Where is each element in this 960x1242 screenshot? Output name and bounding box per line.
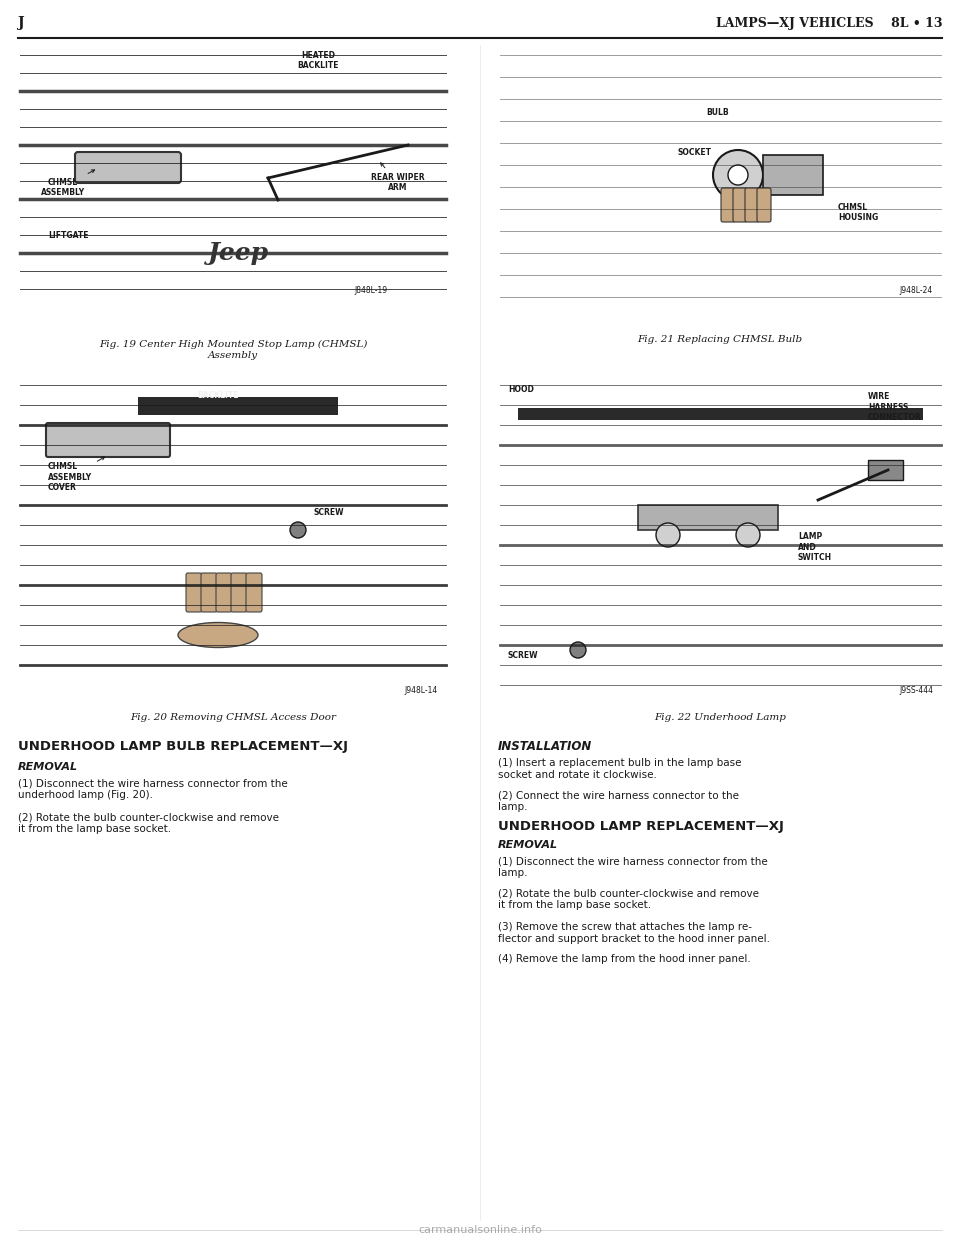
Text: Fig. 19 Center High Mounted Stop Lamp (CHMSL)
Assembly: Fig. 19 Center High Mounted Stop Lamp (C… <box>99 340 367 359</box>
FancyBboxPatch shape <box>216 573 232 612</box>
FancyBboxPatch shape <box>186 573 202 612</box>
FancyBboxPatch shape <box>231 573 247 612</box>
Text: J948L-24: J948L-24 <box>900 286 933 296</box>
Text: CHMSL
ASSEMBLY: CHMSL ASSEMBLY <box>41 170 95 197</box>
Text: (1) Insert a replacement bulb in the lamp base
socket and rotate it clockwise.: (1) Insert a replacement bulb in the lam… <box>498 758 741 780</box>
Text: LIFTGATE: LIFTGATE <box>48 231 88 240</box>
Text: (1) Disconnect the wire harness connector from the
underhood lamp (Fig. 20).: (1) Disconnect the wire harness connecto… <box>18 777 288 800</box>
Text: Fig. 22 Underhood Lamp: Fig. 22 Underhood Lamp <box>654 713 786 722</box>
Text: SOCKET: SOCKET <box>678 148 712 156</box>
FancyBboxPatch shape <box>46 424 170 457</box>
Text: REMOVAL: REMOVAL <box>18 763 78 773</box>
Circle shape <box>656 523 680 546</box>
Text: UNDERHOOD LAMP REPLACEMENT—XJ: UNDERHOOD LAMP REPLACEMENT—XJ <box>498 820 784 833</box>
Circle shape <box>728 165 748 185</box>
Circle shape <box>713 150 763 200</box>
Text: BULB: BULB <box>707 108 730 117</box>
Bar <box>638 505 778 530</box>
Text: REAR WIPER
ARM: REAR WIPER ARM <box>372 163 425 193</box>
Text: (2) Connect the wire harness connector to the
lamp.: (2) Connect the wire harness connector t… <box>498 790 739 811</box>
Text: J: J <box>18 16 25 30</box>
Text: J9SS-444: J9SS-444 <box>899 686 933 696</box>
FancyBboxPatch shape <box>757 188 771 222</box>
Bar <box>868 460 903 479</box>
Text: WIRE
HARNESS
CONNECTOR: WIRE HARNESS CONNECTOR <box>868 392 922 422</box>
Text: J948L-14: J948L-14 <box>405 686 438 696</box>
Text: (3) Remove the screw that attaches the lamp re-
flector and support bracket to t: (3) Remove the screw that attaches the l… <box>498 922 770 944</box>
Text: HOOD: HOOD <box>508 385 534 394</box>
Text: Jeep: Jeep <box>207 241 269 265</box>
Text: HEATED
BACKLITE: HEATED BACKLITE <box>298 51 339 70</box>
Text: (2) Rotate the bulb counter-clockwise and remove
it from the lamp base socket.: (2) Rotate the bulb counter-clockwise an… <box>498 888 759 909</box>
FancyBboxPatch shape <box>75 152 181 183</box>
FancyBboxPatch shape <box>745 188 759 222</box>
Text: BACKLITE: BACKLITE <box>197 391 239 400</box>
Text: Fig. 20 Removing CHMSL Access Door: Fig. 20 Removing CHMSL Access Door <box>130 713 336 722</box>
Text: CHMSL
ASSEMBLY
COVER: CHMSL ASSEMBLY COVER <box>48 457 105 492</box>
FancyBboxPatch shape <box>721 188 735 222</box>
Text: J848L-19: J848L-19 <box>355 286 388 296</box>
Text: (2) Rotate the bulb counter-clockwise and remove
it from the lamp base socket.: (2) Rotate the bulb counter-clockwise an… <box>18 812 279 833</box>
Circle shape <box>290 522 306 538</box>
FancyBboxPatch shape <box>201 573 217 612</box>
Bar <box>518 409 923 420</box>
Text: (1) Disconnect the wire harness connector from the
lamp.: (1) Disconnect the wire harness connecto… <box>498 856 768 878</box>
Bar <box>138 397 338 415</box>
Text: LAMPS—XJ VEHICLES    8L • 13: LAMPS—XJ VEHICLES 8L • 13 <box>715 17 942 30</box>
FancyBboxPatch shape <box>733 188 747 222</box>
FancyBboxPatch shape <box>246 573 262 612</box>
Text: SCREW: SCREW <box>313 508 344 517</box>
Text: CHMSL
HOUSING: CHMSL HOUSING <box>838 202 878 222</box>
Ellipse shape <box>178 622 258 647</box>
Circle shape <box>570 642 586 658</box>
Text: SCREW: SCREW <box>508 651 539 660</box>
Circle shape <box>736 523 760 546</box>
Text: INSTALLATION: INSTALLATION <box>498 740 592 753</box>
Text: UNDERHOOD LAMP BULB REPLACEMENT—XJ: UNDERHOOD LAMP BULB REPLACEMENT—XJ <box>18 740 348 753</box>
Text: LAMP
AND
SWITCH: LAMP AND SWITCH <box>798 533 832 561</box>
Text: carmanualsonline.info: carmanualsonline.info <box>418 1225 542 1235</box>
Text: (4) Remove the lamp from the hood inner panel.: (4) Remove the lamp from the hood inner … <box>498 954 751 964</box>
Text: REMOVAL: REMOVAL <box>498 840 558 850</box>
Bar <box>763 155 823 195</box>
Text: Fig. 21 Replacing CHMSL Bulb: Fig. 21 Replacing CHMSL Bulb <box>637 335 803 344</box>
